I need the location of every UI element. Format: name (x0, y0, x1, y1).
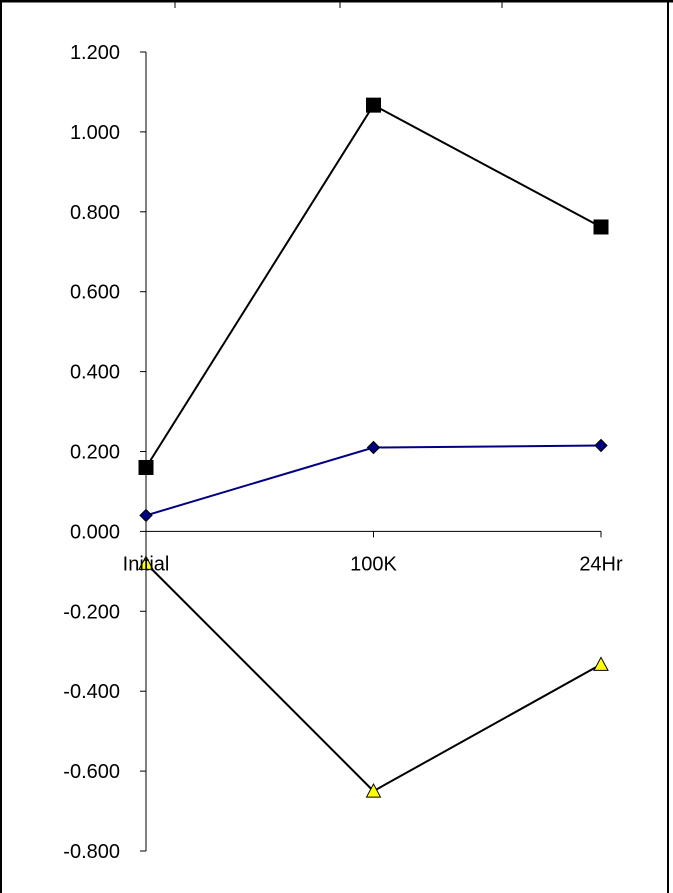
data-point-square (593, 219, 609, 235)
series-line-diamond (145, 444, 602, 517)
y-tick-label: -0.800 (63, 841, 120, 863)
y-tick-label: -0.400 (63, 681, 120, 703)
data-point-diamond (594, 438, 608, 453)
y-tick-label: -0.600 (63, 761, 120, 783)
data-point-triangle (593, 656, 609, 671)
axes (140, 51, 602, 852)
data-point-square (138, 459, 154, 475)
y-tick-label: -0.200 (63, 601, 120, 623)
y-tick-label: 0.600 (70, 282, 120, 304)
y-tick-label: 0.000 (70, 521, 120, 543)
series-line-square (145, 103, 602, 469)
x-tick-label: 24Hr (579, 553, 623, 575)
x-tick-label: 100K (350, 553, 397, 575)
data-point-triangle (138, 555, 154, 570)
y-tick-label: 0.400 (70, 362, 120, 384)
series-line-triangle (145, 562, 602, 793)
y-tick-label: 0.800 (70, 202, 120, 224)
x-tick-label: Initial (123, 553, 170, 575)
data-point-square (366, 97, 381, 113)
data-point-diamond (366, 440, 381, 455)
y-tick-label: 0.200 (70, 442, 120, 464)
series-markers (138, 97, 609, 798)
y-tick-label: 1.000 (70, 122, 120, 144)
tick-labels: 1.200 1.000 0.800 0.600 0.400 0.200 0.000 -0.20… (63, 42, 623, 863)
data-point-triangle (365, 783, 382, 798)
data-point-diamond (139, 508, 153, 523)
y-tick-label: 1.200 (70, 42, 120, 64)
